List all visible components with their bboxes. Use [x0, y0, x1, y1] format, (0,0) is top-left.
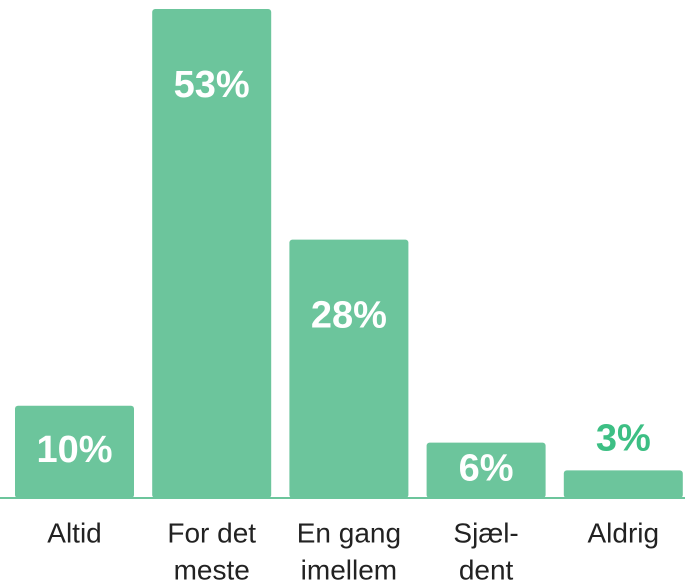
x-tick-label: Altid [47, 517, 101, 548]
x-tick-label: dent [459, 554, 514, 585]
x-tick-label: En gang [297, 517, 401, 548]
bar [563, 470, 683, 498]
value-label: 53% [174, 64, 250, 106]
bar [289, 239, 409, 498]
x-tick-label: imellem [301, 554, 397, 585]
x-tick-label: Sjæl- [453, 517, 518, 548]
value-label: 10% [36, 429, 112, 471]
bar [426, 442, 546, 498]
x-tick-label: meste [174, 554, 250, 585]
bar [152, 9, 272, 498]
x-tick-label: For det [167, 517, 256, 548]
value-label: 6% [459, 447, 514, 489]
bar [15, 405, 134, 498]
x-tick-label: Aldrig [588, 517, 660, 548]
value-label: 3% [596, 417, 651, 459]
value-label: 28% [311, 295, 387, 337]
